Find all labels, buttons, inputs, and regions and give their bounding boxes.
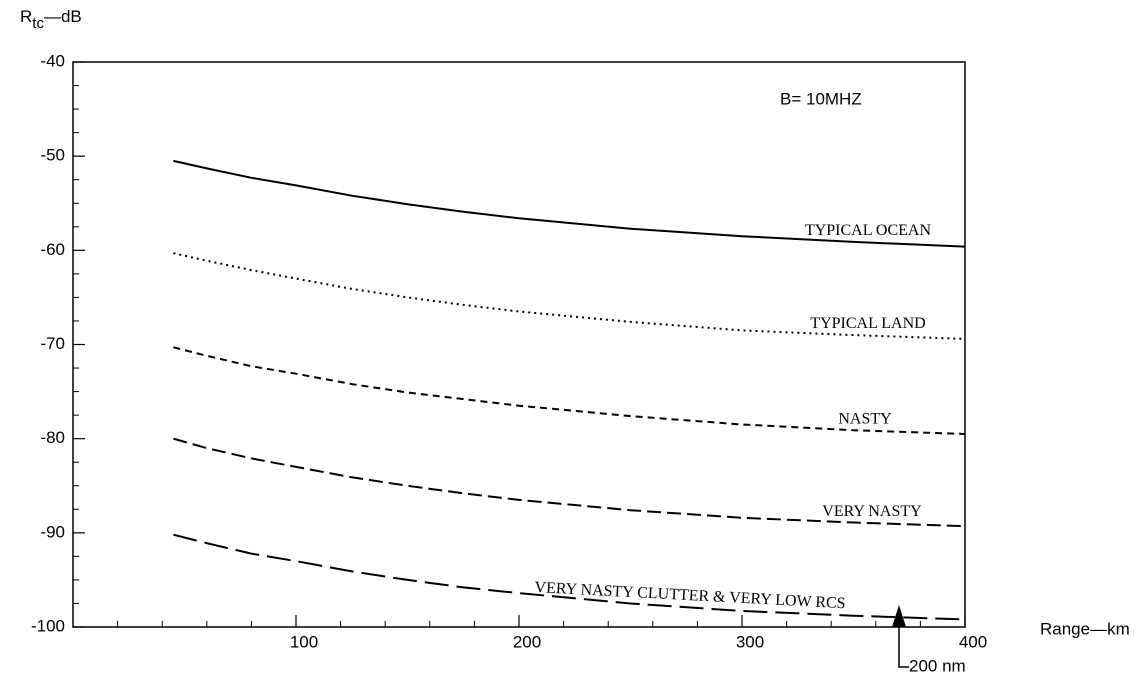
annotation: B= 10MHZ [780,89,862,108]
y-axis-label: Rtc—dB [20,7,82,31]
series-label: TYPICAL OCEAN [805,222,932,239]
series-label: NASTY [838,410,892,427]
y-tick-label: -80 [40,428,65,447]
x-tick-label: 300 [736,632,764,651]
marker-leader [898,627,909,668]
series-line [173,252,966,340]
marker-arrow [891,605,906,627]
series-label: VERY NASTY [822,503,922,520]
y-tick-label: -60 [40,240,65,259]
marker-label: 200 nm [909,656,966,675]
series-line [173,346,966,435]
x-tick-label: 200 [513,632,541,651]
y-tick-label: -70 [40,334,65,353]
series-line [173,533,966,621]
x-axis-label: Range—km [1040,619,1130,638]
series-line [173,437,966,528]
series-label: TYPICAL LAND [810,315,925,332]
y-tick-label: -90 [40,522,65,541]
series-line [173,159,966,248]
x-tick-label: 100 [290,632,318,651]
y-tick-label: -50 [40,146,65,165]
x-tick-label: 400 [959,632,987,651]
y-tick-label: -100 [31,616,65,635]
y-tick-label: -40 [40,51,65,70]
